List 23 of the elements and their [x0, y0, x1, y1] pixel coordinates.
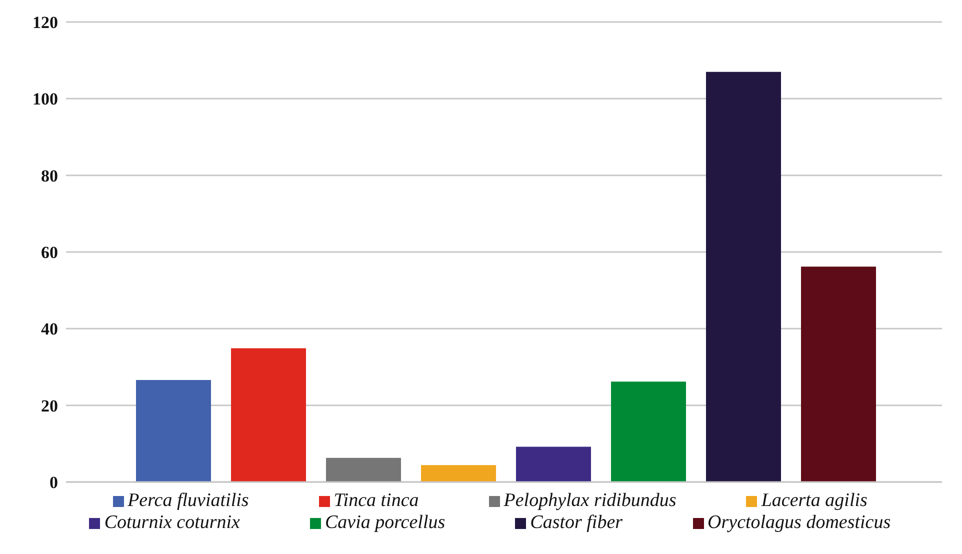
bar: [136, 380, 211, 482]
legend-label: Cavia porcellus: [324, 512, 446, 533]
y-tick-label: 100: [32, 90, 58, 109]
y-tick-label: 60: [41, 243, 58, 262]
y-tick-label: 80: [41, 166, 58, 186]
legend-label: Lacerta agilis: [761, 490, 868, 511]
bar: [706, 72, 781, 482]
legend-label: Coturnix coturnix: [104, 512, 240, 533]
y-tick-label: 0: [50, 473, 58, 492]
legend-label: Perca fluviatilis: [128, 490, 249, 511]
bar: [801, 266, 876, 482]
y-tick-label: 20: [41, 396, 58, 416]
legend-label: Castor fiber: [530, 512, 623, 533]
bar: [421, 465, 496, 482]
legend-label: Pelophylax ridibundus: [504, 490, 676, 511]
bar: [326, 458, 401, 482]
legend-label: Tinca tinca: [334, 490, 419, 511]
legend-label: Oryctolagus domesticus: [708, 512, 891, 533]
y-tick-label: 120: [32, 13, 58, 32]
y-tick-label: 40: [41, 320, 58, 339]
bar: [231, 348, 306, 482]
bar: [516, 446, 591, 482]
bar: [611, 382, 686, 482]
